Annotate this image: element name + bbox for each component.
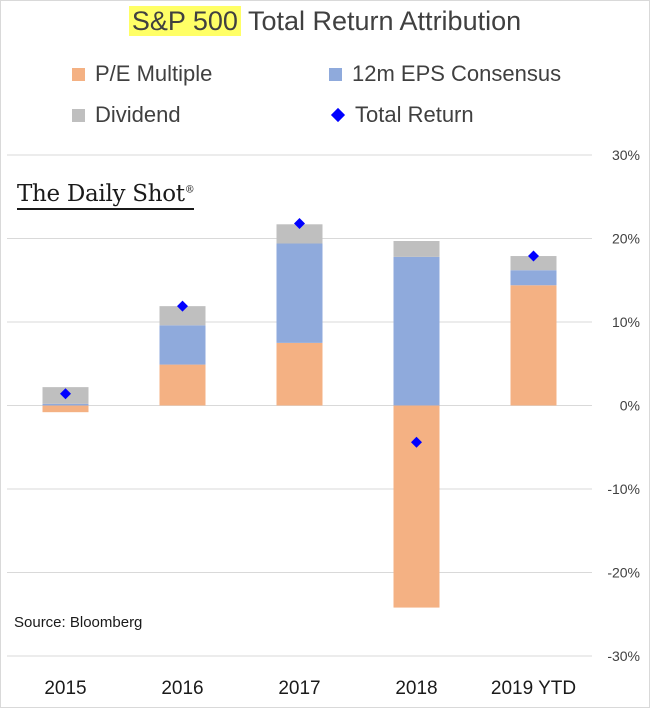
y-tick-label: 30% [612, 147, 640, 163]
x-category-label: 2015 [44, 678, 86, 699]
bar-dividend-5 [510, 256, 557, 271]
legend-item-total-return: Total Return [329, 102, 474, 128]
bar-pe-5 [510, 285, 557, 406]
bar-pe-3 [276, 342, 323, 406]
legend-label-pe: P/E Multiple [95, 61, 213, 86]
total-return-marker-2 [177, 300, 188, 312]
bar-dividend-4 [393, 241, 440, 257]
legend-swatch-pe [72, 67, 85, 81]
y-tick-label: -30% [607, 648, 640, 664]
y-tick-label: -20% [607, 565, 640, 581]
bar-dividend-2 [159, 306, 206, 326]
title-rest: Total Return Attribution [240, 6, 522, 36]
bar-pe-2 [159, 364, 206, 406]
legend-label-eps: 12m EPS Consensus [352, 61, 562, 86]
legend-label-total-return: Total Return [355, 102, 474, 127]
source-note: Source: Bloomberg [14, 614, 143, 631]
logo-text: The Daily Shot [17, 181, 185, 207]
bars [42, 224, 557, 608]
total-return-marker-4 [411, 436, 422, 448]
title-highlight: S&P 500 [128, 6, 241, 36]
legend-item-dividend: Dividend [72, 102, 181, 128]
legend-item-eps: 12m EPS Consensus [329, 61, 561, 87]
x-category-label: 2018 [395, 678, 437, 699]
bar-eps-1 [42, 403, 89, 406]
bar-eps-3 [276, 243, 323, 343]
y-tick-label: 0% [620, 398, 640, 414]
bar-pe-4 [393, 405, 440, 608]
total-return-marker-5 [528, 250, 539, 262]
y-tick-label: -10% [607, 481, 640, 497]
x-category-label: 2019 YTD [491, 678, 576, 699]
legend-item-pe: P/E Multiple [72, 61, 212, 87]
x-category-label: 2016 [161, 678, 203, 699]
legend-label-dividend: Dividend [95, 102, 181, 127]
daily-shot-logo: The Daily Shot® [17, 181, 195, 210]
bar-eps-4 [393, 256, 440, 406]
bar-dividend-3 [276, 224, 323, 244]
bar-eps-5 [510, 270, 557, 286]
total-return-markers [60, 217, 539, 448]
y-axis-ticks: 30% 20% 10% 0% -10% -20% -30% [607, 147, 640, 664]
x-axis-categories: 2015 2016 2017 2018 2019 YTD [44, 678, 576, 699]
x-category-label: 2017 [278, 678, 320, 699]
bar-pe-1 [42, 405, 89, 413]
bar-eps-2 [159, 325, 206, 365]
logo-registered-mark: ® [184, 184, 195, 196]
legend-swatch-eps [329, 67, 342, 81]
y-tick-label: 10% [612, 314, 640, 330]
chart-title: S&P 500 Total Return Attribution [0, 6, 650, 37]
legend-swatch-dividend [72, 108, 85, 122]
total-return-marker-1 [60, 388, 71, 400]
total-return-marker-3 [294, 217, 305, 229]
y-tick-label: 20% [612, 231, 640, 247]
